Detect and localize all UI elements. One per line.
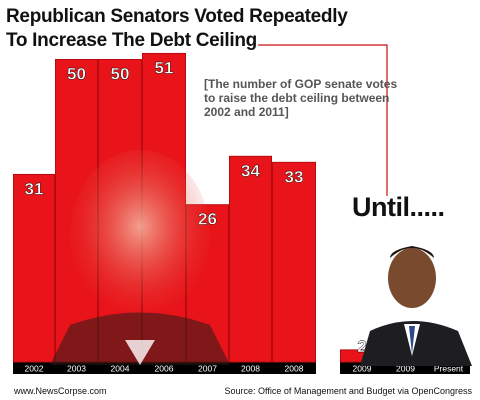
category-label-8: 2009 [396,364,415,374]
until-caption: Until..... [352,192,445,222]
data-label-3: 51 [155,58,174,77]
data-label-6: 33 [285,167,304,186]
footer-source-credit: Source: Office of Management and Budget … [224,386,472,396]
data-label-0: 31 [25,179,44,198]
data-label-5: 34 [241,161,260,180]
bar-0 [13,173,55,363]
category-label-0: 2002 [25,364,44,374]
category-label-6: 2008 [285,364,304,374]
data-label-1: 50 [67,65,86,84]
bar-5 [229,155,272,363]
footer-website-credit: www.NewsCorpse.com [14,386,107,396]
chart-annotation-note: [The number of GOP senate votes to raise… [204,77,398,119]
data-label-7: 2 [357,337,366,356]
category-label-4: 2007 [198,364,217,374]
category-label-3: 2006 [155,364,174,374]
category-label-2: 2004 [111,364,130,374]
bar-6 [272,161,316,363]
connector-line [258,44,388,196]
category-label-7: 2009 [353,364,372,374]
x-axis-band-left [13,362,316,374]
category-label-5: 2008 [241,364,260,374]
chart-title-line-1: Republican Senators Voted Repeatedly [6,6,348,27]
category-label-9: Present [434,364,464,374]
category-label-1: 2003 [67,364,86,374]
portrait-left-image [50,150,230,365]
portrait-right-image [360,246,472,366]
data-label-2: 50 [111,65,130,84]
chart-title-line-2: To Increase The Debt Ceiling [6,30,257,51]
